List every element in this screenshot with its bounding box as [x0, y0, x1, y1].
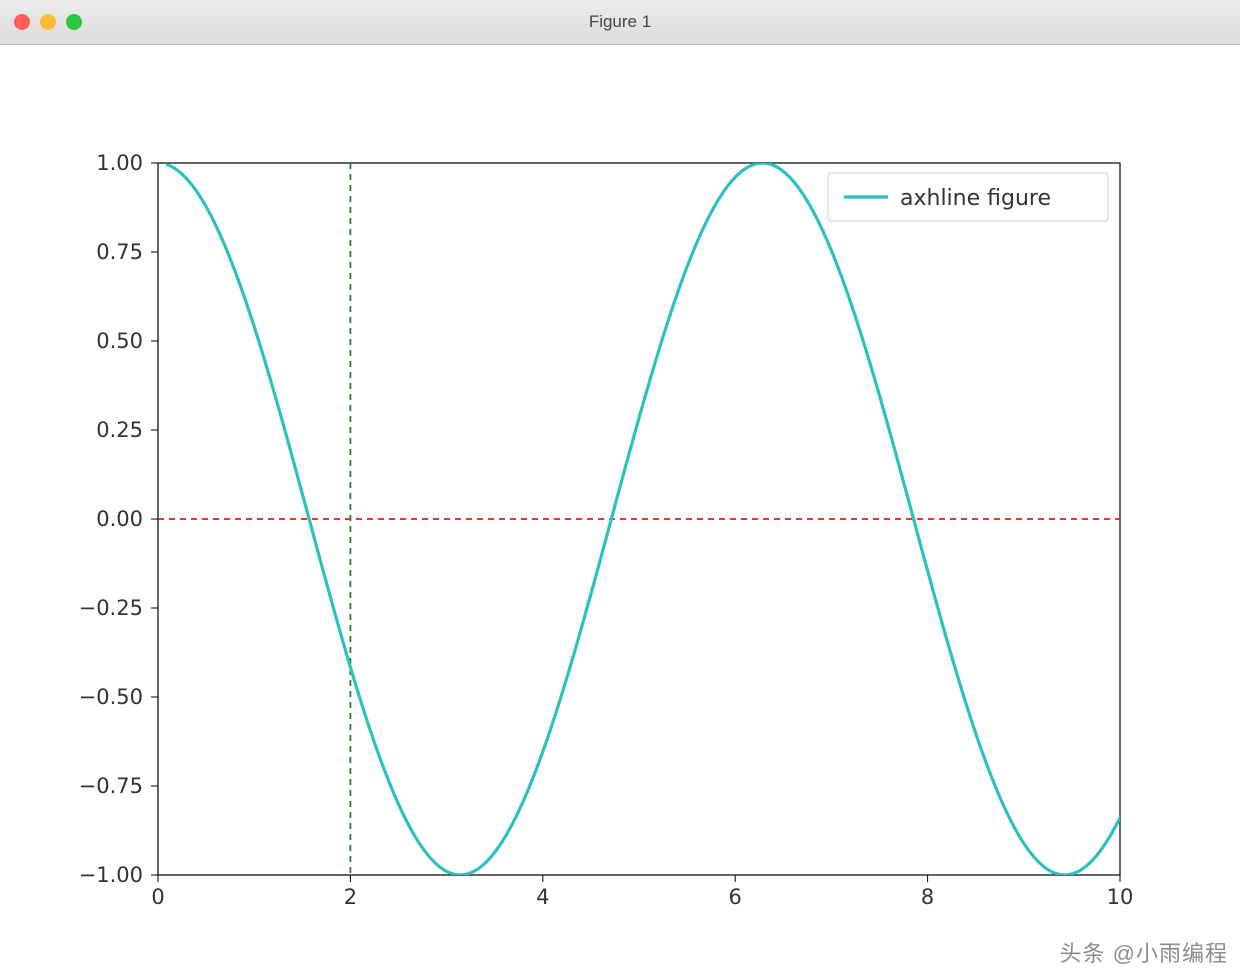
- xtick-label: 0: [151, 885, 164, 909]
- xtick-label: 6: [729, 885, 742, 909]
- window-titlebar: Figure 1: [0, 0, 1240, 45]
- ytick-label: −1.00: [79, 863, 143, 887]
- ytick-label: 1.00: [96, 151, 143, 175]
- xtick-label: 10: [1107, 885, 1134, 909]
- xtick-label: 8: [921, 885, 934, 909]
- xtick-label: 2: [344, 885, 357, 909]
- figure-canvas: 0 2 4 6 8 10 −1.00 −0.75 −0.50 −0.25 0.00 0.25 0.50 0…: [0, 45, 1240, 973]
- ytick-label: −0.50: [79, 685, 143, 709]
- plot-svg: 0 2 4 6 8 10 −1.00 −0.75 −0.50 −0.25 0.00 0.25 0.50 0…: [0, 45, 1240, 973]
- legend-label: axhline figure: [900, 186, 1051, 211]
- zoom-button[interactable]: [66, 14, 82, 30]
- minimize-button[interactable]: [40, 14, 56, 30]
- ytick-label: −0.25: [79, 596, 143, 620]
- ytick-label: −0.75: [79, 774, 143, 798]
- traffic-lights: [0, 14, 82, 30]
- ytick-label: 0.00: [96, 507, 143, 531]
- ytick-label: 0.25: [96, 418, 143, 442]
- ytick-label: 0.75: [96, 240, 143, 264]
- watermark-text: 头条 @小雨编程: [1060, 936, 1228, 968]
- xtick-label: 4: [536, 885, 549, 909]
- close-button[interactable]: [14, 14, 30, 30]
- window-title: Figure 1: [0, 12, 1240, 32]
- ytick-label: 0.50: [96, 329, 143, 353]
